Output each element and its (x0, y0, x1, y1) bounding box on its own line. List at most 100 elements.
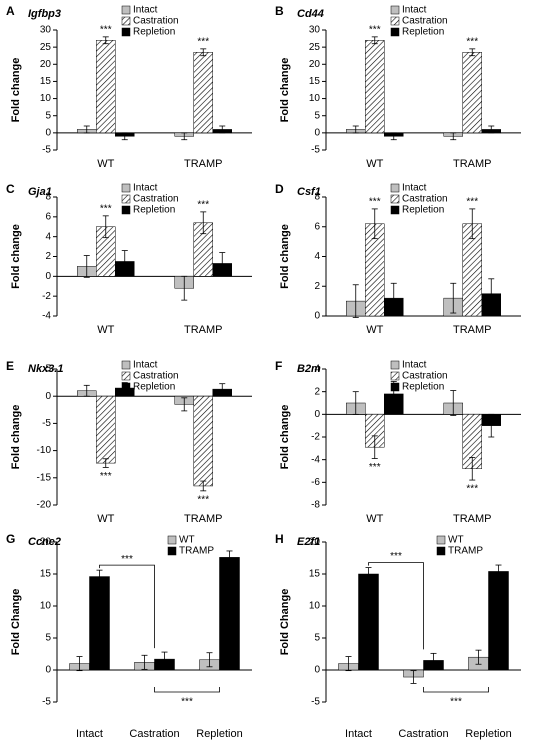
y-tick-label: 15 (40, 76, 52, 87)
panel-letter: H (275, 532, 284, 546)
y-tick-label: -8 (311, 500, 320, 511)
y-tick-label: 0 (45, 665, 51, 676)
y-tick-label: -20 (37, 500, 52, 511)
y-tick-label: 0 (314, 311, 320, 322)
y-tick-label: 30 (40, 25, 52, 36)
x-tick-label: Castration (129, 728, 179, 740)
significance: *** (181, 697, 193, 708)
legend-label: Castration (133, 194, 179, 205)
y-tick-label: 10 (309, 93, 321, 104)
significance: *** (369, 197, 381, 208)
legend-swatch (436, 546, 446, 556)
y-axis-label: Fold Change (10, 589, 22, 656)
y-tick-label: 20 (40, 59, 52, 70)
x-tick-label: WT (366, 513, 383, 525)
legend-label: Repletion (402, 382, 444, 393)
legend-label: TRAMP (179, 546, 214, 557)
y-tick-label: -2 (42, 291, 51, 302)
bar (219, 557, 240, 671)
legend-swatch (121, 205, 131, 215)
legend-label: Intact (402, 5, 427, 16)
legend-label: Intact (133, 5, 158, 16)
panel: E Nkx3.1 Fold change -20 -15 -10 -5 0 5 WT *** TRAM… (6, 359, 252, 525)
legend-label: Repletion (133, 382, 175, 393)
x-tick-label: WT (97, 324, 114, 336)
y-tick-label: -2 (311, 432, 320, 443)
panel-title: Csf1 (297, 186, 321, 198)
legend-swatch (390, 16, 400, 26)
bracket (154, 687, 220, 693)
x-tick-label: Repletion (196, 728, 242, 740)
significance: *** (100, 203, 112, 214)
y-tick-label: -5 (311, 697, 320, 708)
x-tick-label: Intact (345, 728, 372, 740)
panel-letter: G (6, 532, 15, 546)
x-tick-label: Intact (76, 728, 103, 740)
legend-label: Intact (402, 183, 427, 194)
panel-title: Ccne2 (28, 536, 61, 548)
y-tick-label: 10 (309, 601, 321, 612)
bar (96, 395, 116, 464)
significance: *** (369, 462, 381, 473)
y-tick-label: -4 (42, 311, 51, 322)
significance: *** (197, 36, 209, 47)
panel: G Ccne2 Fold Change -5 0 5 10 15 20 Intact Castrat… (6, 532, 252, 740)
y-tick-label: 15 (40, 569, 52, 580)
x-tick-label: Castration (398, 728, 448, 740)
legend-swatch (167, 546, 177, 556)
legend-swatch (390, 371, 400, 381)
y-tick-label: 0 (45, 271, 51, 282)
y-tick-label: 4 (45, 231, 51, 242)
y-tick-label: 5 (45, 364, 51, 375)
bar (96, 40, 116, 134)
legend-swatch (121, 16, 131, 26)
legend-swatch (436, 535, 446, 545)
legend-label: Intact (133, 360, 158, 371)
y-tick-label: 0 (45, 391, 51, 402)
panel-letter: D (275, 182, 284, 196)
panel: F B2m Fold change -8 -6 -4 -2 0 2 4 WT *** TRAMP *** I… (275, 359, 521, 525)
panel-letter: C (6, 182, 15, 196)
legend-swatch (167, 535, 177, 545)
y-tick-label: 0 (314, 127, 320, 138)
x-tick-label: TRAMP (184, 513, 223, 525)
panel: B Cd44 Fold change -5 0 5 10 15 20 25 30 WT *** TRAMP… (275, 4, 521, 170)
panel: C Gja1 Fold change -4 -2 0 2 4 6 8 WT *** TRAMP *** In… (6, 182, 252, 336)
y-tick-label: 0 (314, 665, 320, 676)
legend-swatch (390, 5, 400, 15)
y-tick-label: 2 (45, 251, 51, 262)
bracket (423, 687, 489, 693)
x-tick-label: WT (366, 324, 383, 336)
bar (358, 573, 379, 671)
significance: *** (466, 36, 478, 47)
y-tick-label: 6 (45, 211, 51, 222)
y-axis-label: Fold change (10, 405, 22, 470)
y-tick-label: 2 (314, 386, 320, 397)
legend-label: Repletion (402, 205, 444, 216)
legend-swatch (390, 382, 400, 392)
significance: *** (390, 551, 402, 562)
y-tick-label: 0 (45, 127, 51, 138)
y-tick-label: 15 (309, 569, 321, 580)
significance: *** (369, 24, 381, 35)
legend-swatch (390, 360, 400, 370)
y-tick-label: 5 (45, 110, 51, 121)
y-tick-label: 8 (45, 192, 51, 203)
legend-swatch (390, 183, 400, 193)
legend-swatch (121, 382, 131, 392)
legend-swatch (390, 27, 400, 37)
y-axis-label: Fold Change (279, 589, 291, 656)
y-tick-label: 5 (314, 110, 320, 121)
y-axis-label: Fold change (279, 58, 291, 123)
significance: *** (197, 200, 209, 211)
x-tick-label: WT (97, 513, 114, 525)
legend-swatch (390, 205, 400, 215)
panel: A Igfbp3 Fold change -5 0 5 10 15 20 25 30 WT *** TRA… (6, 4, 252, 170)
legend-label: WT (179, 535, 195, 546)
x-tick-label: TRAMP (453, 513, 492, 525)
legend-label: Intact (402, 360, 427, 371)
y-tick-label: 2 (314, 281, 320, 292)
bracket (99, 564, 155, 649)
y-axis-label: Fold change (279, 224, 291, 289)
y-tick-label: -5 (42, 418, 51, 429)
